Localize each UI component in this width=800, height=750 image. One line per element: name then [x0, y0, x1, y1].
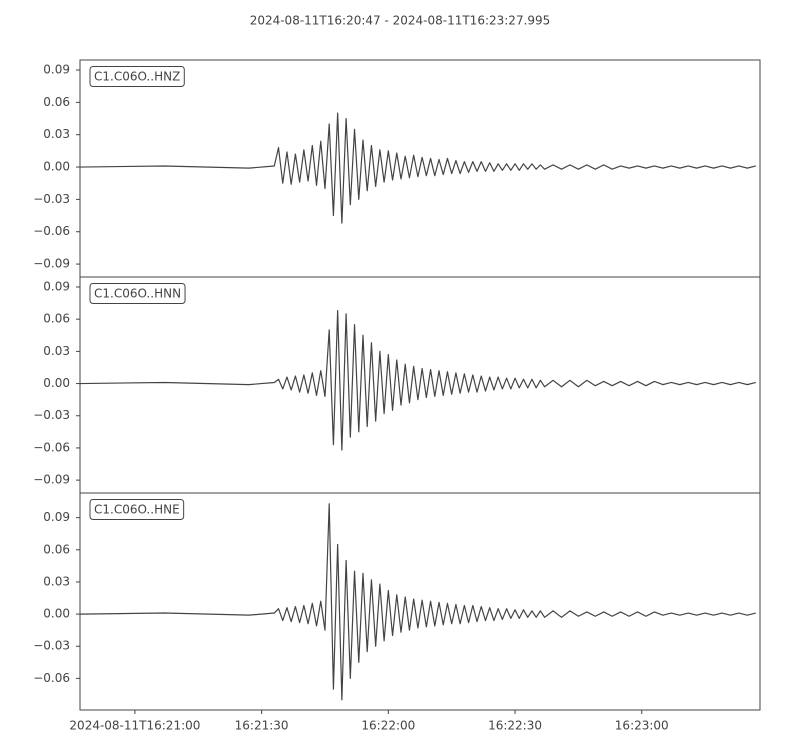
x-tick-label: 16:21:30	[235, 719, 289, 733]
y-tick-label: −0.06	[33, 224, 70, 238]
y-tick-label: 0.09	[43, 63, 70, 77]
x-tick-label: 2024-08-11T16:21:00	[69, 719, 200, 733]
y-tick-label: −0.03	[33, 408, 70, 422]
trace	[79, 503, 756, 701]
y-tick-label: 0.06	[43, 542, 70, 556]
chart-title: 2024-08-11T16:20:47 - 2024-08-11T16:23:2…	[250, 14, 551, 28]
y-tick-label: 0.09	[43, 510, 70, 524]
trace-label: C1.C06O..HNE	[94, 503, 180, 517]
trace-label-box	[89, 66, 185, 87]
y-tick-label: −0.06	[33, 671, 70, 685]
y-tick-label: −0.09	[33, 257, 70, 271]
x-tick-label: 16:22:30	[488, 719, 542, 733]
y-tick-label: −0.03	[33, 192, 70, 206]
y-tick-label: 0.00	[43, 160, 70, 174]
y-tick-label: 0.03	[43, 127, 70, 141]
y-tick-label: −0.06	[33, 440, 70, 454]
trace	[79, 112, 756, 224]
y-tick-label: 0.00	[43, 607, 70, 621]
trace	[79, 309, 756, 451]
trace-label-box	[89, 283, 186, 304]
y-tick-label: 0.06	[43, 312, 70, 326]
panel-frame	[79, 492, 761, 711]
trace-label: C1.C06O..HNN	[94, 287, 181, 301]
y-tick-label: 0.03	[43, 344, 70, 358]
x-tick-label: 16:23:00	[615, 719, 669, 733]
trace-label-box	[89, 499, 185, 520]
y-tick-label: −0.09	[33, 473, 70, 487]
x-tick-label: 16:22:00	[361, 719, 415, 733]
y-tick-label: 0.03	[43, 574, 70, 588]
y-tick-label: 0.00	[43, 376, 70, 390]
y-tick-label: 0.06	[43, 95, 70, 109]
y-tick-label: −0.03	[33, 639, 70, 653]
y-tick-label: 0.09	[43, 279, 70, 293]
trace-label: C1.C06O..HNZ	[94, 70, 180, 84]
